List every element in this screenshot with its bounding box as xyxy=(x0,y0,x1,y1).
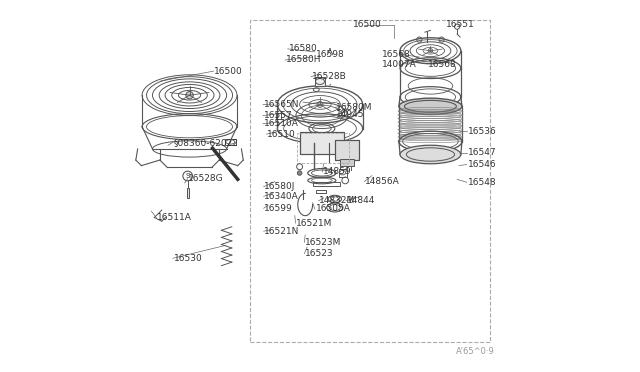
Text: 16599: 16599 xyxy=(264,204,293,213)
Text: A'65^0·9: A'65^0·9 xyxy=(456,347,495,356)
Text: 16568: 16568 xyxy=(428,60,456,69)
Bar xyxy=(297,133,349,163)
Text: 16580H: 16580H xyxy=(286,55,321,64)
Ellipse shape xyxy=(399,98,462,115)
Bar xyxy=(300,132,344,154)
Circle shape xyxy=(428,48,433,53)
Text: 16521M: 16521M xyxy=(296,219,333,228)
Text: 16536: 16536 xyxy=(467,126,496,136)
Text: 16511A: 16511A xyxy=(157,213,192,222)
Ellipse shape xyxy=(400,145,461,164)
Circle shape xyxy=(186,92,193,99)
Text: 16505A: 16505A xyxy=(316,205,351,214)
Bar xyxy=(335,140,359,160)
Text: 16546: 16546 xyxy=(467,160,496,169)
Text: 16340A: 16340A xyxy=(264,192,299,201)
Text: 14832M: 14832M xyxy=(319,196,355,205)
Text: 16500: 16500 xyxy=(214,67,243,76)
Text: §08360-62022: §08360-62022 xyxy=(173,138,239,147)
Text: 16580: 16580 xyxy=(289,44,317,53)
Bar xyxy=(316,190,326,193)
Bar xyxy=(300,132,344,154)
Text: 16598: 16598 xyxy=(316,50,345,59)
Bar xyxy=(187,188,189,198)
Text: 16557: 16557 xyxy=(264,111,292,120)
Text: 16568: 16568 xyxy=(382,50,411,59)
Text: 16565N: 16565N xyxy=(264,100,300,109)
Text: 16580J: 16580J xyxy=(264,182,296,191)
Text: 14856A: 14856A xyxy=(365,177,400,186)
Circle shape xyxy=(317,102,323,108)
Bar xyxy=(335,140,359,160)
Text: 16548: 16548 xyxy=(467,178,496,187)
Text: S: S xyxy=(186,173,190,179)
Text: 16530: 16530 xyxy=(173,254,202,263)
Bar xyxy=(225,138,236,145)
Bar xyxy=(340,159,355,166)
Bar xyxy=(276,113,281,119)
Text: 14007A: 14007A xyxy=(382,60,417,69)
Circle shape xyxy=(298,171,302,175)
Text: 16510: 16510 xyxy=(268,129,296,139)
Text: 16528B: 16528B xyxy=(312,72,347,81)
Text: 14859: 14859 xyxy=(323,167,351,176)
Bar xyxy=(312,182,340,186)
Text: 16521N: 16521N xyxy=(264,227,300,236)
Text: 14844: 14844 xyxy=(347,196,375,205)
Bar xyxy=(250,20,490,342)
Text: 16580M: 16580M xyxy=(335,103,372,112)
Text: 16523: 16523 xyxy=(305,249,334,258)
Text: 16547: 16547 xyxy=(467,148,496,157)
Text: 14945: 14945 xyxy=(335,110,364,119)
Text: 16528G: 16528G xyxy=(188,174,224,183)
Text: 16551: 16551 xyxy=(446,20,475,29)
Text: 16510A: 16510A xyxy=(264,119,298,128)
Text: 16523M: 16523M xyxy=(305,238,342,247)
Bar xyxy=(315,77,325,86)
Bar xyxy=(339,169,347,177)
Text: 16500: 16500 xyxy=(353,20,382,29)
